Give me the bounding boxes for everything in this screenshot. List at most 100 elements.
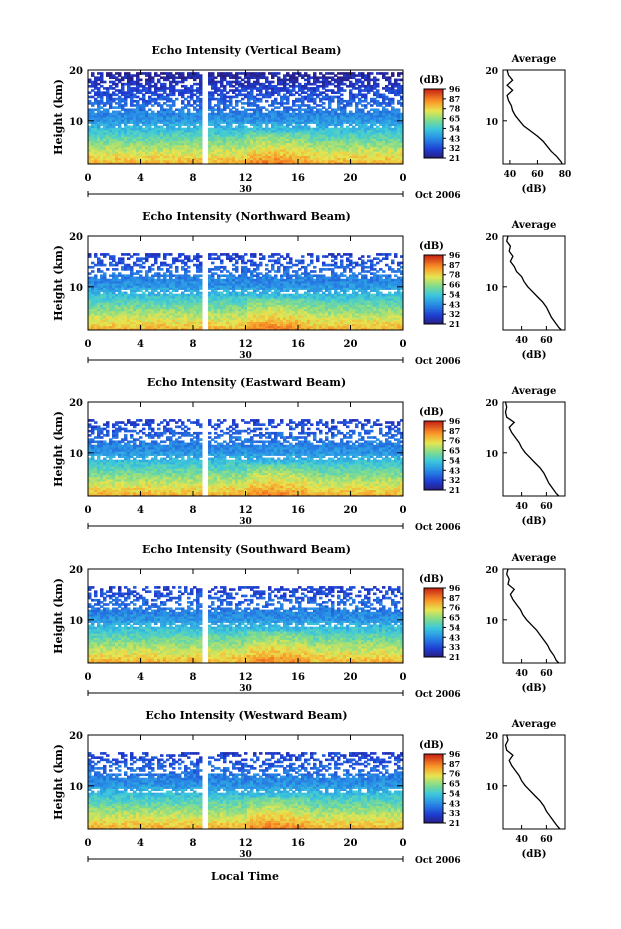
heatmap-cell (301, 157, 305, 161)
heatmap-cell (148, 72, 152, 75)
heatmap-cell (172, 119, 176, 122)
heatmap-cell (151, 161, 155, 165)
heatmap-cell (151, 263, 155, 267)
heatmap-cell (271, 121, 275, 124)
heatmap-cell (238, 153, 242, 156)
heatmap-cell (223, 74, 227, 77)
heatmap-cell (178, 129, 182, 133)
heatmap-cell (376, 125, 380, 129)
heatmap-cell (256, 117, 260, 120)
heatmap-cell (253, 114, 257, 118)
heatmap-cell (118, 151, 122, 154)
heatmap-cell (106, 89, 110, 92)
heatmap-cell (310, 134, 314, 137)
heatmap-cell (289, 144, 293, 148)
heatmap-cell (106, 144, 110, 148)
heatmap-cell (124, 110, 128, 114)
heatmap-cell (370, 78, 374, 82)
heatmap-cell (184, 78, 188, 82)
heatmap-cell (118, 153, 122, 156)
heatmap-cell (148, 74, 152, 77)
heatmap-cell (100, 149, 104, 152)
heatmap-cell (97, 117, 101, 120)
heatmap-cell (214, 136, 218, 139)
heatmap-cell (337, 146, 341, 150)
heatmap-cell (148, 129, 152, 133)
heatmap-cell (193, 144, 197, 148)
heatmap-cell (145, 253, 149, 256)
heatmap-cell (163, 110, 167, 114)
heatmap-cell (283, 136, 287, 139)
heatmap-cell (211, 134, 215, 137)
heatmap-cell (148, 78, 152, 82)
heatmap-cell (187, 72, 191, 75)
heatmap-cell (208, 144, 212, 148)
heatmap-cell (103, 108, 107, 112)
heatmap-cell (103, 159, 107, 163)
heatmap-cell (130, 255, 134, 258)
heatmap-cell (178, 157, 182, 161)
heatmap-cell (298, 146, 302, 150)
heatmap-cell (292, 144, 296, 148)
heatmap-cell (325, 153, 329, 156)
heatmap-cell (307, 151, 311, 154)
heatmap-cell (160, 278, 164, 282)
heatmap-cell (280, 95, 284, 99)
heatmap-cell (334, 84, 338, 88)
heatmap-cell (271, 74, 275, 77)
heatmap-cell (220, 91, 224, 94)
heatmap-cell (169, 108, 173, 112)
heatmap-cell (160, 95, 164, 99)
heatmap-cell (331, 91, 335, 94)
heatmap-cell (112, 87, 116, 90)
heatmap-cell (211, 84, 215, 88)
heatmap-cell (139, 82, 143, 86)
heatmap-cell (181, 161, 185, 165)
heatmap-cell (103, 146, 107, 150)
heatmap-cell (289, 140, 293, 144)
heatmap-cell (334, 131, 338, 135)
heatmap-cell (376, 72, 380, 75)
heatmap-cell (94, 155, 98, 159)
heatmap-cell (337, 144, 341, 148)
heatmap-cell (154, 138, 158, 141)
heatmap-cell (223, 78, 227, 82)
heatmap-cell (319, 155, 323, 159)
heatmap-cell (316, 84, 320, 88)
heatmap-cell (361, 80, 365, 84)
heatmap-cell (295, 142, 299, 146)
heatmap-cell (91, 82, 95, 86)
heatmap-cell (289, 149, 293, 152)
heatmap-cell (208, 97, 212, 101)
heatmap-cell (211, 114, 215, 118)
heatmap-cell (136, 263, 140, 267)
heatmap-cell (235, 155, 239, 159)
heatmap-cell (298, 82, 302, 86)
heatmap-cell (280, 149, 284, 152)
heatmap-cell (166, 95, 170, 99)
heatmap-cell (286, 89, 290, 92)
heatmap-cell (229, 159, 233, 163)
heatmap-cell (238, 99, 242, 103)
heatmap-cell (130, 159, 134, 163)
heatmap-cell (250, 84, 254, 88)
heatmap-cell (292, 112, 296, 116)
heatmap-cell (145, 138, 149, 141)
heatmap-cell (94, 144, 98, 148)
heatmap-cell (166, 263, 170, 267)
heatmap-cell (271, 146, 275, 150)
heatmap-cell (118, 138, 122, 141)
heatmap-cell (226, 80, 230, 84)
heatmap-cell (289, 161, 293, 165)
heatmap-cell (238, 134, 242, 137)
heatmap-cell (391, 106, 395, 109)
heatmap-cell (178, 125, 182, 129)
heatmap-cell (235, 151, 239, 154)
heatmap-cell (196, 99, 200, 103)
heatmap-cell (274, 153, 278, 156)
heatmap-cell (127, 129, 131, 133)
heatmap-cell (187, 274, 191, 278)
heatmap-cell (229, 102, 233, 105)
heatmap-cell (100, 76, 104, 80)
heatmap-cell (97, 104, 101, 107)
